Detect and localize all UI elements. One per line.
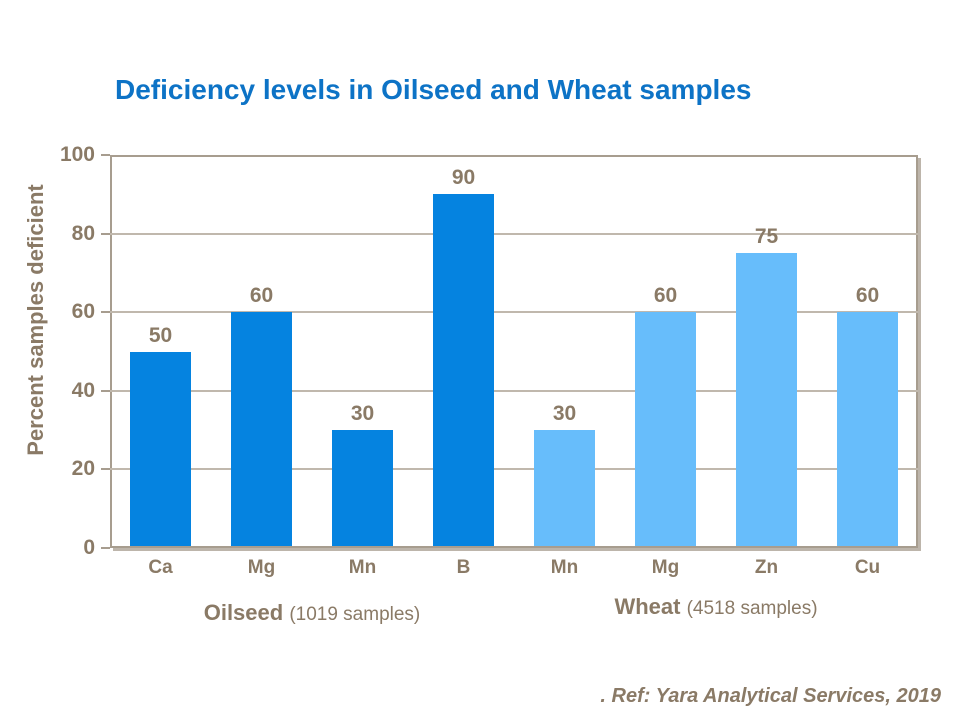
category-label-wheat-Zn: Zn <box>754 557 779 578</box>
bar-oilseed-B <box>433 194 494 546</box>
bar-wheat-Zn <box>736 253 797 546</box>
bar-value-label-oilseed-Mn: 30 <box>350 402 375 426</box>
category-label-wheat-Cu: Cu <box>854 557 881 578</box>
category-label-oilseed-Mg: Mg <box>247 557 276 578</box>
gridline-60 <box>110 311 918 314</box>
category-label-oilseed-Mn: Mn <box>348 557 377 578</box>
y-tick-label-20: 20 <box>71 457 95 481</box>
y-tick-mark-100 <box>101 154 110 156</box>
bar-value-label-oilseed-Ca: 50 <box>148 323 173 347</box>
category-label-wheat-Mg: Mg <box>651 557 680 578</box>
y-tick-label-60: 60 <box>71 300 95 324</box>
gridline-80 <box>110 232 918 235</box>
category-label-oilseed-B: B <box>456 557 471 578</box>
group-label-wheat: Wheat (4518 samples) <box>516 594 916 623</box>
gridline-20 <box>110 468 918 471</box>
y-tick-mark-20 <box>101 468 110 471</box>
bar-wheat-Mn <box>534 430 595 546</box>
group-label-oilseed: Oilseed (1019 samples) <box>112 600 512 629</box>
bar-wheat-Mg <box>635 312 696 546</box>
group-name-wheat: Wheat <box>614 594 687 619</box>
bar-oilseed-Mn <box>332 430 393 546</box>
bar-wheat-Cu <box>837 312 898 546</box>
y-tick-mark-60 <box>101 311 110 314</box>
group-note-wheat: (4518 samples) <box>686 598 818 619</box>
bar-value-label-wheat-Zn: 75 <box>754 225 779 249</box>
group-name-oilseed: Oilseed <box>203 600 290 625</box>
bar-value-label-wheat-Mg: 60 <box>653 284 678 308</box>
y-tick-label-0: 0 <box>83 536 95 559</box>
bar-oilseed-Mg <box>231 312 292 546</box>
footer-reference: . Ref: Yara Analytical Services, 2019 <box>600 685 941 707</box>
y-tick-label-80: 80 <box>71 221 95 245</box>
chart-title: Deficiency levels in Oilseed and Wheat s… <box>115 74 752 105</box>
y-tick-mark-80 <box>101 232 110 235</box>
category-label-wheat-Mn: Mn <box>550 557 579 578</box>
group-note-oilseed: (1019 samples) <box>289 604 421 625</box>
y-tick-label-100: 100 <box>59 143 95 166</box>
bar-value-label-oilseed-Mg: 60 <box>249 284 274 308</box>
bar-oilseed-Ca <box>130 351 191 546</box>
y-tick-mark-40 <box>101 389 110 392</box>
gridline-40 <box>110 389 918 392</box>
y-tick-label-40: 40 <box>71 378 95 402</box>
bar-value-label-oilseed-B: 90 <box>451 166 476 190</box>
category-label-oilseed-Ca: Ca <box>148 557 173 578</box>
bar-value-label-wheat-Cu: 60 <box>855 284 880 308</box>
bar-value-label-wheat-Mn: 30 <box>552 402 577 426</box>
y-tick-mark-0 <box>101 547 110 549</box>
